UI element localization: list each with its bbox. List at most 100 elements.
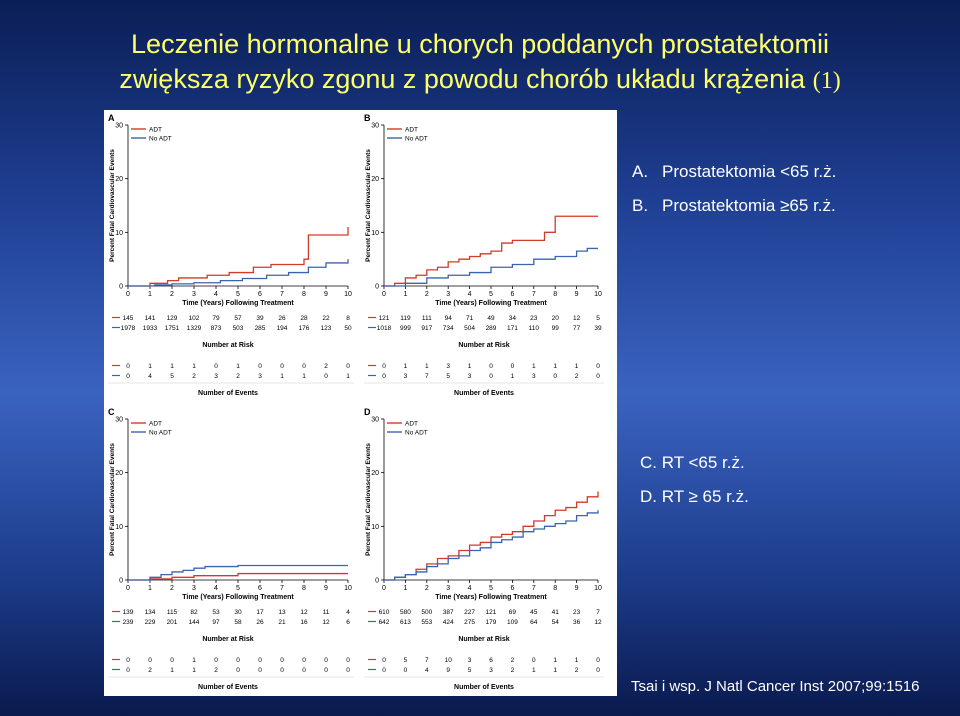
side-note-a-key: A.: [632, 162, 649, 181]
panel-d-risk-value: 227: [464, 609, 475, 616]
panel-c-x-tick-label: 9: [324, 585, 328, 592]
panel-c-x-tick-label: 6: [258, 585, 262, 592]
panel-c-risk-value: 82: [190, 609, 198, 616]
panel-d-event-value: 6: [489, 657, 493, 664]
panel-c-x-tick-label: 2: [170, 585, 174, 592]
panel-b-y-tick-label: 30: [371, 123, 379, 130]
panel-d-risk-value: 54: [552, 619, 560, 626]
panel-c-y-tick-label: 10: [115, 524, 123, 531]
panel-a-event-value: 3: [214, 373, 218, 380]
panel-d-x-tick-label: 6: [510, 585, 514, 592]
panel-b-event-value: 3: [404, 373, 408, 380]
panel-b-risk-value: 917: [421, 325, 432, 332]
panel-a-series-no-adt-line: [128, 259, 349, 287]
panel-b-risk-value: 119: [400, 315, 411, 322]
panel-d-events-title: Number of Events: [454, 684, 514, 691]
panel-b-risk-value: 171: [507, 325, 518, 332]
panel-c-risk-value: 229: [145, 619, 156, 626]
panel-c-y-tick-label: 20: [115, 470, 123, 477]
panel-b-risk-value: 39: [594, 325, 602, 332]
panel-d-event-value: 0: [596, 667, 600, 674]
panel-a-event-value: 1: [302, 373, 306, 380]
panel-d-legend-label-0: ADT: [405, 421, 418, 428]
panel-c-event-value: 0: [236, 667, 240, 674]
panel-d-event-value: 1: [553, 657, 557, 664]
panel-a-event-value: 0: [126, 373, 130, 380]
panel-c-x-tick-label: 4: [214, 585, 218, 592]
panel-d-x-tick-label: 10: [594, 585, 602, 592]
panel-b-series-adt-line: [384, 215, 598, 287]
panel-b-risk-value: 94: [445, 315, 453, 322]
panel-b-risk-value: 5: [596, 315, 600, 322]
panel-b-event-value: 1: [532, 363, 536, 370]
panel-a-x-tick-label: 1: [148, 291, 152, 298]
side-note-b: B. Prostatektomia ≥65 r.ż.: [632, 196, 836, 216]
panel-a-event-value: 1: [192, 363, 196, 370]
panel-b-event-value: 0: [382, 373, 386, 380]
panel-a-x-tick-label: 10: [344, 291, 352, 298]
panel-d-x-tick-label: 7: [532, 585, 536, 592]
panel-a-risk-value: 145: [123, 315, 134, 322]
panel-c-series-no-adt-line: [128, 564, 348, 581]
panel-d-event-value: 5: [404, 657, 408, 664]
figure-panel: A 0 10 20 30 0 1 2 3 4 5 6 7 8 9 10 Time (Years) Followi…: [104, 110, 617, 696]
panel-b-event-value: 1: [511, 373, 515, 380]
panel-a-event-value: 0: [302, 363, 306, 370]
panel-b-event-value: 1: [575, 363, 579, 370]
panel-d-risk-value: 500: [421, 609, 432, 616]
panel-b-risk-value: 23: [530, 315, 538, 322]
citation: Tsai i wsp. J Natl Cancer Inst 2007;99:1…: [631, 678, 920, 695]
panel-b-x-tick-label: 1: [403, 291, 407, 298]
panel-a-event-value: 0: [324, 373, 328, 380]
panel-c-event-value: 0: [346, 667, 350, 674]
panel-d-event-value: 1: [575, 657, 579, 664]
panel-a-event-value: 2: [192, 373, 196, 380]
panel-d-event-value: 2: [511, 667, 515, 674]
slide-title-text: zwiększa ryzyko zgonu z powodu chorób uk…: [119, 64, 806, 94]
panel-d-risk-value: 179: [486, 619, 497, 626]
panel-d-y-tick-label: 10: [371, 524, 379, 531]
panel-a-x-tick-label: 8: [302, 291, 306, 298]
panel-b-legend-label-1: No ADT: [405, 136, 428, 143]
side-note-d: D. RT ≥ 65 r.ż.: [640, 487, 749, 507]
panel-b-x-tick-label: 4: [468, 291, 472, 298]
panel-b-risk-value: 77: [573, 325, 581, 332]
panel-c-risk-value: 26: [256, 619, 264, 626]
panel-d-y-tick-label: 30: [371, 417, 379, 424]
panel-a-risk-value: 102: [189, 315, 200, 322]
panel-b-y-tick-label: 10: [371, 230, 379, 237]
panel-d-legend-label-1: No ADT: [405, 430, 428, 437]
panel-b-risk-value: 20: [552, 315, 560, 322]
panel-a-x-tick-label: 7: [280, 291, 284, 298]
panel-b-x-tick-label: 8: [553, 291, 557, 298]
panel-b-event-value: 0: [511, 363, 515, 370]
panel-d-risk-value: 580: [400, 609, 411, 616]
panel-d-event-value: 0: [404, 667, 408, 674]
panel-c-risk-title: Number at Risk: [202, 636, 253, 643]
panel-b-letter: B: [364, 113, 371, 123]
panel-d-risk-value: 387: [443, 609, 454, 616]
panel-a-event-value: 1: [346, 373, 350, 380]
panel-d-x-axis-label: Time (Years) Following Treatment: [435, 594, 547, 601]
panel-a-x-tick-label: 9: [324, 291, 328, 298]
panel-b-y-axis-label: Percent Fatal Cardiovascular Events: [365, 149, 372, 262]
panel-a-risk-value: 50: [344, 325, 352, 332]
panel-a-x-tick-label: 6: [258, 291, 262, 298]
panel-c-y-tick-label: 0: [119, 578, 123, 585]
panel-c-risk-value: 134: [145, 609, 156, 616]
panel-c-event-value: 0: [324, 657, 328, 664]
panel-a-risk-value: 57: [234, 315, 242, 322]
panel-a-y-tick-label: 10: [115, 230, 123, 237]
panel-c-x-tick-label: 7: [280, 585, 284, 592]
panel-d-risk-title: Number at Risk: [458, 636, 509, 643]
panel-a-risk-value: 1978: [121, 325, 136, 332]
panel-a-risk-value: 1751: [165, 325, 180, 332]
panel-c-risk-value: 239: [123, 619, 134, 626]
panel-a-x-tick-label: 4: [214, 291, 218, 298]
panel-d-risk-value: 64: [530, 619, 538, 626]
panel-a-y-tick-label: 30: [115, 123, 123, 130]
panel-c-risk-value: 144: [189, 619, 200, 626]
panel-a-event-value: 2: [324, 363, 328, 370]
panel-b-x-tick-label: 6: [510, 291, 514, 298]
panel-a-risk-value: 39: [256, 315, 264, 322]
